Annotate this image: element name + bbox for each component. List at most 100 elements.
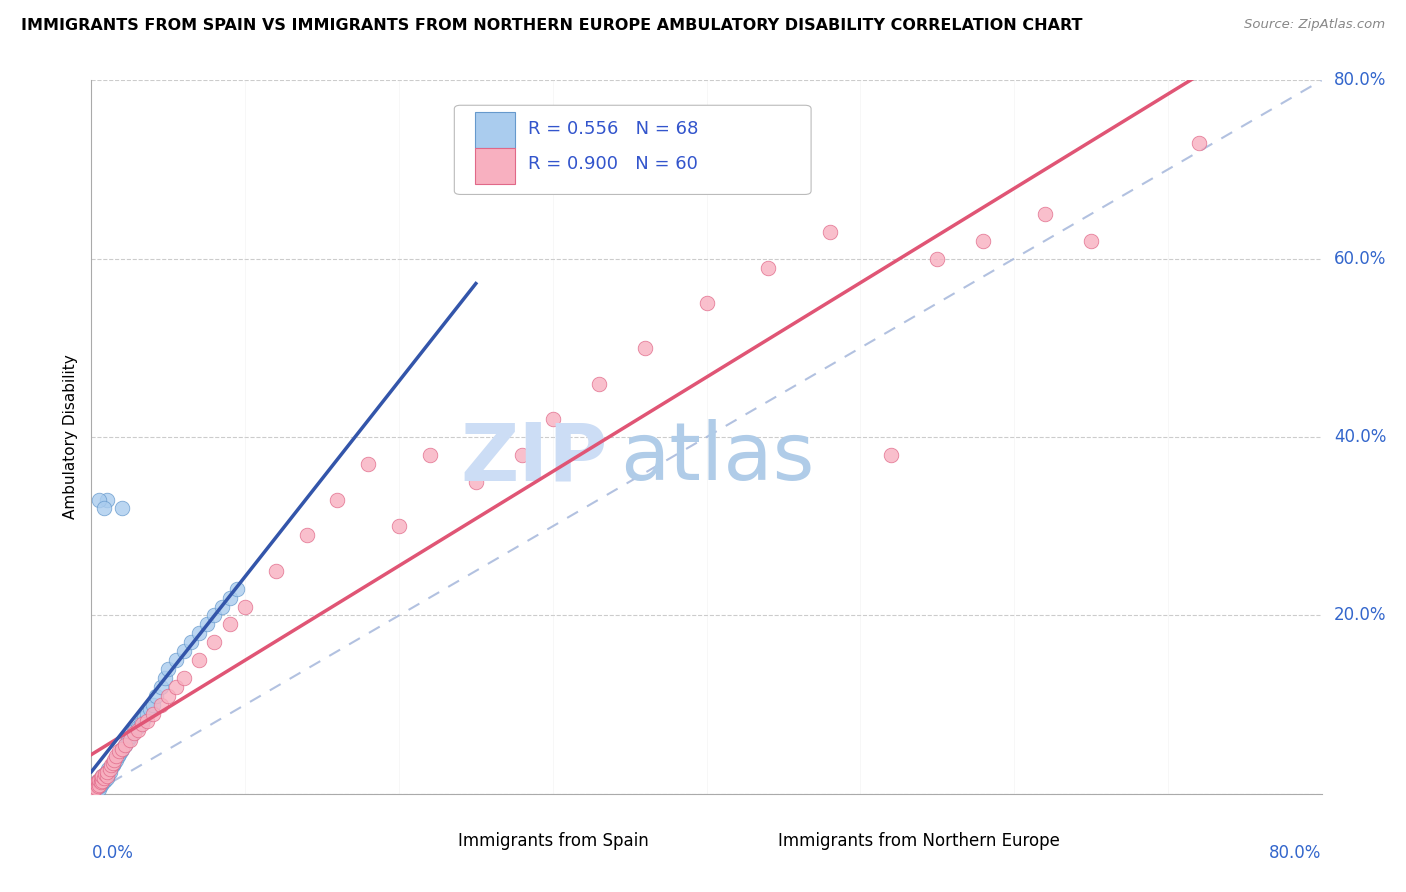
Text: 80.0%: 80.0%: [1270, 844, 1322, 862]
Point: [202, 608, 225, 623]
Point: [157, 689, 180, 703]
Point: [90, 772, 112, 787]
Point: [108, 744, 131, 758]
Point: [1187, 136, 1209, 150]
Point: [90, 778, 112, 792]
Point: [94, 767, 117, 781]
Point: [464, 475, 486, 489]
Point: [86, 774, 108, 789]
Point: [142, 698, 165, 712]
Text: R = 0.556   N = 68: R = 0.556 N = 68: [529, 120, 699, 137]
Text: 60.0%: 60.0%: [1334, 250, 1386, 268]
Point: [388, 519, 411, 533]
Point: [103, 756, 125, 770]
Bar: [475, 148, 515, 184]
Point: [419, 448, 441, 462]
Text: IMMIGRANTS FROM SPAIN VS IMMIGRANTS FROM NORTHERN EUROPE AMBULATORY DISABILITY C: IMMIGRANTS FROM SPAIN VS IMMIGRANTS FROM…: [21, 18, 1083, 33]
Point: [97, 767, 120, 781]
Point: [93, 771, 115, 785]
Point: [127, 723, 149, 737]
Point: [96, 765, 118, 780]
Point: [108, 747, 131, 761]
Point: [107, 749, 129, 764]
Text: ZIP: ZIP: [461, 419, 607, 498]
Point: [114, 738, 136, 752]
Point: [90, 775, 112, 789]
Y-axis label: Ambulatory Disability: Ambulatory Disability: [63, 355, 79, 519]
Point: [86, 778, 108, 792]
Point: [83, 779, 105, 793]
Point: [226, 582, 249, 596]
Point: [93, 501, 115, 516]
Point: [84, 778, 107, 792]
Bar: [744, 831, 770, 851]
Point: [105, 753, 127, 767]
Point: [96, 492, 118, 507]
Point: [326, 492, 349, 507]
Point: [97, 762, 120, 776]
Point: [135, 714, 157, 728]
Point: [111, 501, 134, 516]
Point: [93, 771, 115, 785]
Point: [82, 784, 104, 798]
Point: [105, 749, 127, 764]
Point: [87, 773, 110, 788]
Point: [157, 662, 180, 676]
Point: [510, 448, 533, 462]
Point: [94, 767, 117, 781]
Point: [132, 711, 155, 725]
Point: [165, 653, 187, 667]
Text: Immigrants from Northern Europe: Immigrants from Northern Europe: [778, 832, 1060, 850]
Point: [84, 776, 107, 790]
Point: [101, 756, 124, 770]
Point: [83, 780, 105, 795]
Point: [588, 376, 610, 391]
Point: [96, 771, 118, 785]
Point: [84, 782, 107, 797]
Point: [153, 671, 177, 685]
Point: [82, 781, 104, 796]
Point: [541, 412, 564, 426]
Point: [218, 591, 240, 605]
Point: [87, 778, 110, 792]
Point: [180, 635, 202, 649]
Point: [120, 729, 142, 743]
Point: [91, 776, 114, 790]
Point: [129, 715, 152, 730]
Point: [696, 296, 718, 310]
Point: [82, 780, 104, 794]
Point: [135, 706, 157, 721]
Point: [1080, 234, 1102, 248]
Point: [127, 720, 149, 734]
Point: [91, 772, 114, 787]
Point: [218, 617, 240, 632]
Point: [101, 758, 124, 772]
Point: [98, 762, 121, 776]
Point: [142, 706, 165, 721]
FancyBboxPatch shape: [454, 105, 811, 194]
Point: [96, 769, 118, 783]
Point: [91, 773, 114, 788]
Point: [118, 733, 141, 747]
Text: 80.0%: 80.0%: [1334, 71, 1386, 89]
Point: [87, 772, 110, 787]
Text: 40.0%: 40.0%: [1334, 428, 1386, 446]
Point: [264, 564, 287, 578]
Point: [149, 680, 172, 694]
Point: [98, 764, 121, 779]
Point: [149, 698, 172, 712]
Point: [87, 781, 110, 796]
Point: [86, 774, 108, 789]
Point: [972, 234, 994, 248]
Point: [94, 772, 117, 787]
Point: [145, 689, 167, 703]
Point: [82, 782, 104, 797]
Point: [87, 492, 110, 507]
Point: [1033, 207, 1056, 221]
Bar: [423, 831, 450, 851]
Point: [211, 599, 233, 614]
Point: [91, 769, 114, 783]
Point: [84, 780, 107, 795]
Point: [86, 779, 108, 793]
Point: [173, 671, 195, 685]
